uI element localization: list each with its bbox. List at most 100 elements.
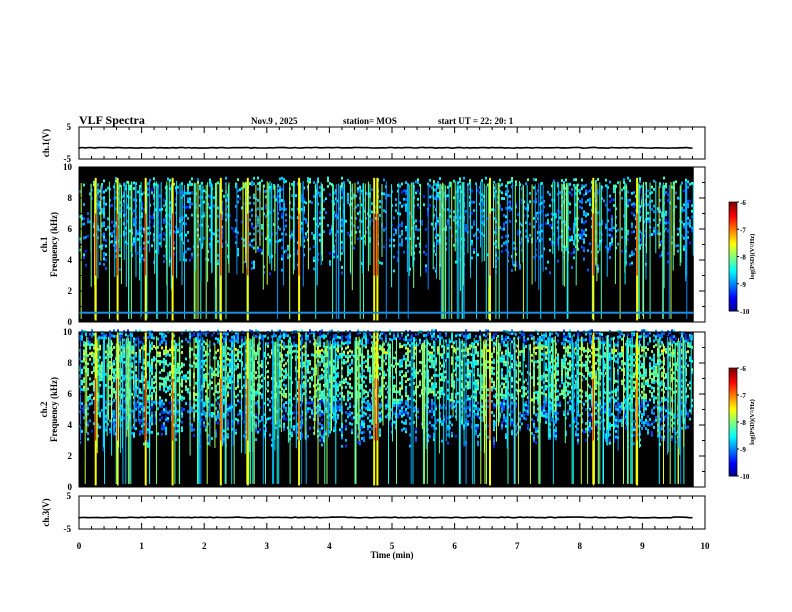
spectrum-cell bbox=[319, 402, 321, 406]
spectrum-cell bbox=[471, 225, 473, 229]
spectrum-cell bbox=[349, 341, 351, 344]
spectrum-cell bbox=[109, 402, 111, 406]
spectrum-cell bbox=[147, 364, 149, 367]
spectrum-cell bbox=[163, 360, 165, 364]
spectrum-cell bbox=[285, 401, 287, 404]
spectrum-cell bbox=[141, 254, 143, 257]
spectrum-cell bbox=[221, 208, 223, 212]
spectrum-cell bbox=[353, 416, 355, 419]
spectrum-cell bbox=[363, 397, 365, 401]
spectrum-cell bbox=[161, 227, 163, 231]
spectrum-cell bbox=[333, 384, 335, 388]
spectrum-cell bbox=[229, 339, 231, 343]
spectrum-cell bbox=[367, 416, 369, 420]
spectrum-cell bbox=[169, 409, 171, 413]
spectrum-cell bbox=[313, 404, 315, 407]
spectrum-cell bbox=[235, 364, 237, 368]
spectrum-cell bbox=[297, 428, 299, 432]
spectrum-cell bbox=[253, 176, 255, 180]
spectrum-cell bbox=[153, 221, 155, 225]
spectrum-cell bbox=[357, 441, 359, 444]
spectrum-cell bbox=[569, 210, 571, 214]
sferic-streak bbox=[485, 185, 487, 319]
spectrum-cell bbox=[101, 361, 103, 365]
spectrum-cell bbox=[365, 334, 367, 338]
spectrum-cell bbox=[151, 403, 153, 406]
spectrum-cell bbox=[347, 198, 349, 202]
spectrum-cell bbox=[315, 367, 317, 370]
spectrum-cell bbox=[235, 218, 237, 222]
spectrum-cell bbox=[325, 399, 327, 402]
spectrum-cell bbox=[631, 231, 633, 234]
spectrum-cell bbox=[357, 212, 359, 216]
spectrum-cell bbox=[395, 231, 397, 235]
spectrum-cell bbox=[203, 404, 205, 408]
spectrum-cell bbox=[659, 182, 661, 186]
spectrum-cell bbox=[123, 374, 125, 378]
spectrum-cell bbox=[153, 336, 155, 340]
spectrum-cell bbox=[297, 380, 299, 384]
spectrum-cell bbox=[315, 383, 317, 387]
spectrum-cell bbox=[323, 369, 325, 373]
sferic-streak bbox=[211, 184, 213, 274]
spectrum-cell bbox=[235, 336, 237, 340]
spectrum-cell bbox=[235, 359, 237, 362]
spectrum-cell bbox=[161, 399, 163, 403]
spectrum-cell bbox=[119, 254, 121, 257]
spectrum-cell bbox=[471, 200, 473, 204]
spectrum-cell bbox=[263, 212, 265, 216]
spectrum-cell bbox=[325, 211, 327, 215]
spectrum-cell bbox=[221, 233, 223, 237]
spectrum-cell bbox=[279, 185, 281, 189]
spectrum-cell bbox=[383, 376, 385, 380]
spectrum-cell bbox=[513, 247, 515, 250]
spectrum-cell bbox=[103, 201, 105, 205]
spectrum-cell bbox=[687, 185, 689, 189]
spectrum-cell bbox=[255, 413, 257, 416]
spectrum-cell bbox=[541, 182, 543, 185]
spectrum-cell bbox=[455, 213, 457, 217]
spectrum-cell bbox=[565, 248, 567, 252]
spectrum-cell bbox=[597, 250, 599, 254]
spectrum-cell bbox=[195, 345, 197, 349]
spectrum-cell bbox=[395, 228, 397, 232]
spectrum-cell bbox=[543, 200, 545, 203]
spectrum-cell bbox=[621, 188, 623, 192]
spectrum-cell bbox=[657, 207, 659, 211]
spectrum-cell bbox=[473, 248, 475, 251]
spectrum-cell bbox=[325, 401, 327, 405]
spectrum-cell bbox=[327, 381, 329, 385]
spectrum-cell bbox=[165, 429, 167, 433]
spectrum-cell bbox=[301, 329, 303, 333]
spectrum-cell bbox=[339, 380, 341, 384]
spectrum-cell bbox=[301, 199, 303, 203]
spectrum-cell bbox=[581, 198, 583, 202]
spectrum-cell bbox=[135, 338, 137, 341]
spectrum-cell bbox=[381, 262, 383, 265]
spectrum-cell bbox=[101, 233, 103, 237]
spectrum-cell bbox=[437, 180, 439, 184]
spectrum-cell bbox=[347, 195, 349, 199]
spectrum-cell bbox=[357, 189, 359, 193]
spectrum-cell bbox=[173, 412, 175, 416]
spectrum-cell bbox=[397, 398, 399, 402]
spectrum-cell bbox=[99, 372, 101, 376]
spectrum-cell bbox=[155, 363, 157, 367]
spectrum-cell bbox=[437, 242, 439, 245]
spectrum-cell bbox=[409, 267, 411, 271]
spectrum-cell bbox=[609, 247, 611, 251]
spectrum-cell bbox=[159, 413, 161, 416]
spectrum-cell bbox=[367, 355, 369, 359]
spectrum-cell bbox=[303, 200, 305, 204]
spectrum-cell bbox=[243, 434, 245, 438]
sferic-streak bbox=[166, 185, 168, 319]
spectrum-cell bbox=[113, 410, 115, 414]
spectrum-cell bbox=[297, 400, 299, 404]
spectrum-cell bbox=[139, 432, 141, 436]
spectrum-cell bbox=[261, 179, 263, 183]
spectrum-cell bbox=[333, 412, 335, 416]
spectrum-cell bbox=[263, 351, 265, 355]
spectrum-cell bbox=[297, 422, 299, 426]
spectrum-cell bbox=[325, 365, 327, 369]
spectrum-cell bbox=[369, 425, 371, 428]
